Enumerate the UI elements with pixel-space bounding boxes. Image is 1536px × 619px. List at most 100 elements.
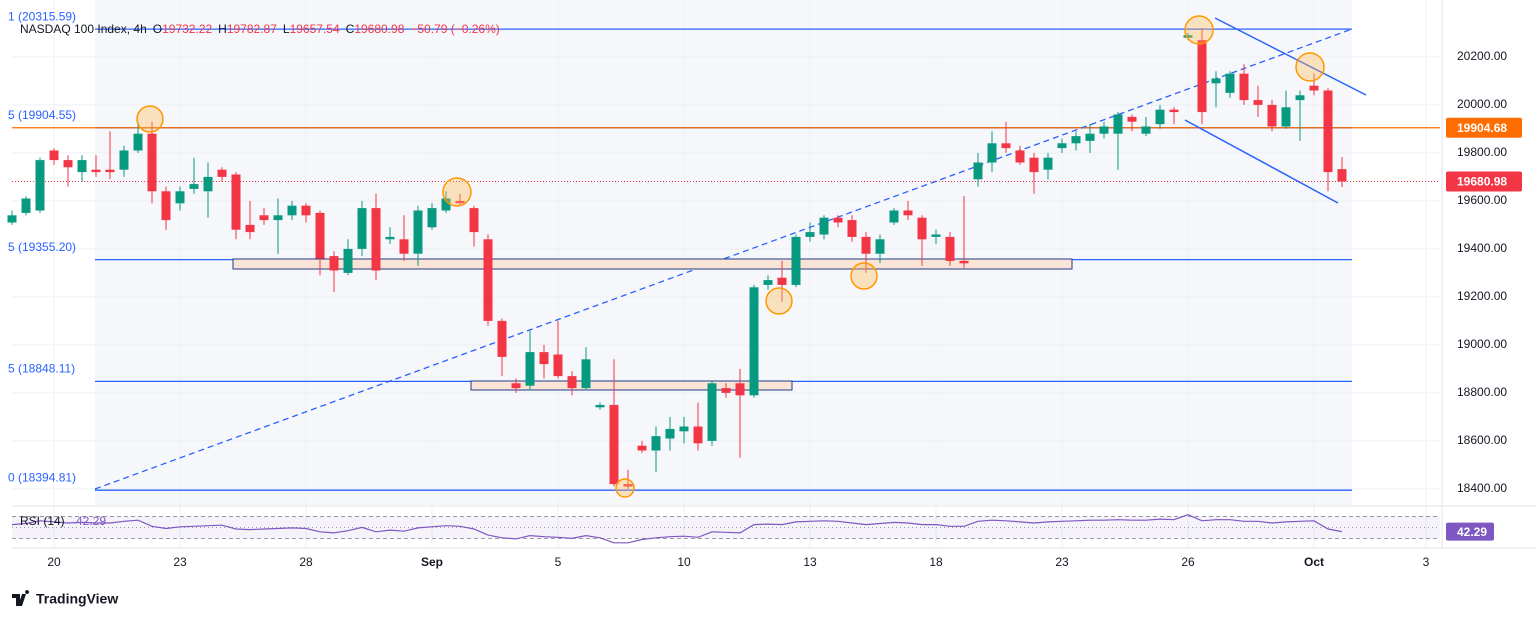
candle-body (889, 210, 899, 223)
marker (1184, 15, 1214, 45)
x-tick-label: 10 (677, 555, 691, 569)
y-tick-label: 19400.00 (1457, 241, 1507, 255)
marker (1295, 52, 1325, 82)
candle-body (819, 217, 829, 235)
annotations (94, 17, 1367, 490)
candles (7, 28, 1347, 489)
candle-body (441, 198, 451, 211)
candle-body (721, 388, 731, 393)
candle-body (973, 162, 983, 180)
candle-body (595, 404, 605, 408)
candle-body (329, 256, 339, 271)
candle-body (637, 445, 647, 451)
candle-body (1043, 157, 1053, 170)
candle-body (301, 205, 311, 216)
y-tick-label: 19800.00 (1457, 145, 1507, 159)
candle-body (231, 174, 241, 230)
candle-body (1239, 73, 1249, 101)
legend-item: H (218, 22, 227, 36)
candle-body (1323, 90, 1333, 173)
marker (136, 105, 164, 133)
candle-body (203, 176, 213, 192)
level-label: 0 (18394.81) (8, 470, 76, 484)
candle-body (21, 198, 31, 213)
candle-body (903, 210, 913, 216)
x-tick-label: 5 (555, 555, 562, 569)
legend-item: NASDAQ 100 Index, 4h (20, 22, 147, 36)
candle-body (623, 484, 633, 487)
level-label: 1 (20315.59) (8, 9, 76, 23)
candle-body (1099, 126, 1109, 134)
candle-body (343, 248, 353, 273)
candle-body (399, 239, 409, 254)
y-tick-label: 18800.00 (1457, 385, 1507, 399)
candle-body (1253, 100, 1263, 105)
x-tick-label: Oct (1304, 555, 1324, 569)
candle-body (1071, 136, 1081, 144)
y-tick-label: 18400.00 (1457, 481, 1507, 495)
grid (12, 0, 1440, 548)
rsi-band-fill (12, 516, 1440, 539)
candle-body (553, 354, 563, 377)
markers (136, 15, 1325, 498)
candle-body (35, 160, 45, 211)
candle-body (1197, 40, 1207, 113)
candle-body (875, 239, 885, 254)
candle-body (427, 208, 437, 228)
marker (850, 262, 878, 290)
zone (232, 258, 1073, 270)
candle-body (455, 200, 465, 204)
candle-body (805, 232, 815, 237)
logo (12, 590, 30, 606)
candle-body (1337, 169, 1347, 182)
candle-body (679, 426, 689, 432)
candle-body (931, 234, 941, 237)
y-tick-label: 19600.00 (1457, 193, 1507, 207)
candle-body (371, 208, 381, 271)
x-tick-label: 13 (803, 555, 817, 569)
x-tick-label: 20 (47, 555, 61, 569)
candle-body (287, 205, 297, 216)
rsi-line (11, 514, 1343, 544)
x-tick-label: Sep (421, 555, 443, 569)
candle-body (763, 280, 773, 285)
candle-body (315, 212, 325, 259)
candle-body (1057, 143, 1067, 149)
candle-body (105, 169, 115, 173)
candle-body (273, 215, 283, 221)
x-tick-label: 26 (1181, 555, 1195, 569)
header: NASDAQ 100 Index, 4h O19732.22 H19782.87 L1… (20, 22, 500, 36)
candle-body (413, 210, 423, 254)
legend-item: 19680.98 (354, 22, 404, 36)
candle-body (1141, 126, 1151, 134)
candle-body (609, 404, 619, 485)
candle-body (847, 220, 857, 237)
candle-body (1183, 35, 1193, 38)
legend-item: 19782.87 (227, 22, 277, 36)
channel-upper (1214, 17, 1367, 96)
candle-body (1295, 95, 1305, 101)
legend: NASDAQ 100 Index, 4h O19732.22 H19782.87 L1… (20, 22, 500, 36)
x-tick-label: 23 (1055, 555, 1069, 569)
range-highlight (95, 0, 1352, 505)
candle-body (987, 143, 997, 163)
legend-item: 19732.22 (162, 22, 212, 36)
candle-body (175, 191, 185, 204)
candle-body (1085, 133, 1095, 141)
candle-body (651, 436, 661, 451)
candle-body (735, 383, 745, 396)
rsi-value: 42.29 (76, 514, 106, 528)
candle-body (1169, 109, 1179, 113)
rsi-tag (1446, 522, 1494, 541)
marker (615, 478, 635, 498)
candle-body (357, 208, 367, 249)
candle-body (1281, 107, 1291, 127)
candle-body (791, 236, 801, 285)
candle-body (1113, 114, 1123, 134)
level-label: 5 (19355.20) (8, 240, 76, 254)
zone (470, 380, 793, 391)
legend-item: 19657.54 (290, 22, 340, 36)
candle-body (917, 217, 927, 240)
brand-name: TradingView (36, 591, 118, 607)
candle-body (945, 236, 955, 261)
